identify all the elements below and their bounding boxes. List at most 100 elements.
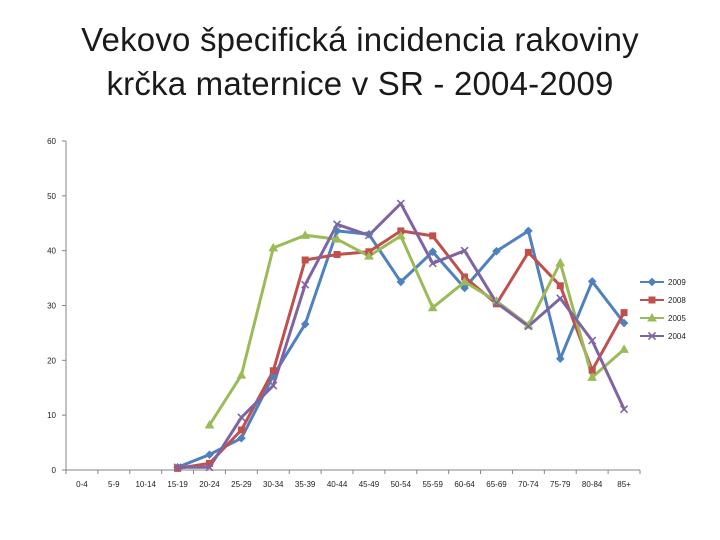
data-point-2008 xyxy=(556,282,564,290)
data-point-2005 xyxy=(427,302,438,312)
legend-label: 2005 xyxy=(668,314,686,323)
x-tick-label: 40-44 xyxy=(327,480,348,489)
data-point-x-stroke xyxy=(237,413,246,422)
x-tick-label: 45-49 xyxy=(359,480,380,489)
x-tick-label: 75-79 xyxy=(550,480,571,489)
x-tick-label: 20-24 xyxy=(199,480,220,489)
data-point-2008 xyxy=(237,426,245,434)
data-point-2005 xyxy=(332,234,342,243)
data-point-2008 xyxy=(333,251,341,259)
data-point-2004 xyxy=(556,294,565,303)
data-point-2005 xyxy=(268,242,279,252)
data-point-2005 xyxy=(364,251,374,260)
x-tick-label: 70-74 xyxy=(518,480,539,489)
data-point-x-stroke xyxy=(428,259,437,268)
legend-marker xyxy=(648,296,656,304)
data-point-2004 xyxy=(460,246,469,255)
data-point-2004 xyxy=(332,220,342,229)
data-point-x-stroke xyxy=(619,405,629,414)
x-tick-label: 25-29 xyxy=(231,480,252,489)
x-tick-label: 10-14 xyxy=(135,480,156,489)
data-point-x-stroke xyxy=(173,463,182,472)
data-point-2005 xyxy=(587,372,598,381)
data-point-2005 xyxy=(555,257,566,267)
data-point-2008 xyxy=(620,309,628,317)
data-point-x-stroke xyxy=(588,336,597,345)
data-point-2009 xyxy=(396,277,406,287)
data-point-2004 xyxy=(524,322,533,331)
data-point-x-stroke xyxy=(396,199,405,208)
data-point-2009 xyxy=(300,319,310,329)
data-point-2009 xyxy=(619,318,629,328)
data-point-2004 xyxy=(396,199,405,208)
data-point-2009 xyxy=(237,433,246,443)
data-point-2004 xyxy=(237,413,246,422)
data-point-2004 xyxy=(428,259,437,268)
x-tick-label: 60-64 xyxy=(454,480,475,489)
x-tick-label: 80-84 xyxy=(582,480,603,489)
data-point-2009 xyxy=(492,246,501,256)
legend-label: 2008 xyxy=(668,296,686,305)
legend-item-2008: 2008 xyxy=(640,296,686,305)
data-point-2004 xyxy=(588,336,597,345)
data-point-2005 xyxy=(204,420,215,429)
slide-title: Vekovo špecifická incidencia rakoviny kr… xyxy=(20,18,700,106)
data-point-x-stroke xyxy=(269,381,278,390)
y-tick-label: 10 xyxy=(47,411,56,420)
data-point-2009 xyxy=(428,247,438,257)
data-point-x-stroke xyxy=(492,298,501,307)
data-point-2009 xyxy=(587,277,597,286)
x-tick-label: 5-9 xyxy=(108,480,120,489)
data-point-2009 xyxy=(205,450,214,459)
data-point-2004 xyxy=(173,463,182,472)
legend-marker xyxy=(647,277,657,287)
legend-item-2009: 2009 xyxy=(640,277,686,287)
data-point-2005 xyxy=(236,370,247,379)
data-point-2009 xyxy=(460,283,469,293)
data-point-2005 xyxy=(300,230,311,239)
data-point-2008 xyxy=(524,248,532,256)
x-tick-label: 0-4 xyxy=(76,480,88,489)
data-point-2008 xyxy=(429,232,437,240)
data-point-2008 xyxy=(588,366,596,374)
data-point-x-stroke xyxy=(364,231,374,240)
legend-label: 2004 xyxy=(668,332,686,341)
y-tick-label: 50 xyxy=(47,192,56,201)
data-point-2009 xyxy=(555,354,565,363)
legend-item-2004: 2004 xyxy=(640,331,686,341)
data-point-2004 xyxy=(301,280,310,289)
y-tick-label: 0 xyxy=(52,466,57,475)
data-point-2004 xyxy=(205,463,214,472)
slide-title-line-2: krčka maternice v SR - 2004-2009 xyxy=(106,65,614,102)
data-point-x-stroke xyxy=(460,246,469,255)
y-tick-label: 60 xyxy=(47,137,56,146)
y-tick-label: 40 xyxy=(47,247,56,256)
x-tick-label: 35-39 xyxy=(295,480,316,489)
data-point-2005 xyxy=(619,344,629,353)
x-tick-label: 30-34 xyxy=(263,480,284,489)
y-tick-label: 20 xyxy=(47,356,56,365)
data-point-x-stroke xyxy=(332,220,342,229)
data-point-x-stroke xyxy=(301,280,310,289)
x-tick-label: 50-54 xyxy=(391,480,412,489)
data-point-2004 xyxy=(619,405,629,414)
data-point-x-stroke xyxy=(647,331,657,341)
x-tick-label: 85+ xyxy=(617,480,631,489)
data-point-2009 xyxy=(524,226,533,236)
x-tick-label: 15-19 xyxy=(167,480,188,489)
data-point-2004 xyxy=(364,231,374,240)
data-point-x-stroke xyxy=(524,322,533,331)
data-point-2004 xyxy=(492,298,501,307)
x-tick-label: 65-69 xyxy=(486,480,507,489)
legend-item-2005: 2005 xyxy=(640,312,686,323)
legend-marker xyxy=(647,331,657,341)
data-point-2005 xyxy=(459,276,470,286)
data-point-2008 xyxy=(301,256,309,264)
series-line-2005 xyxy=(208,233,626,427)
y-tick-label: 30 xyxy=(47,302,56,311)
legend-marker xyxy=(647,312,657,322)
data-point-2008 xyxy=(269,367,277,375)
data-point-2004 xyxy=(269,381,278,390)
data-point-2005 xyxy=(395,230,406,240)
